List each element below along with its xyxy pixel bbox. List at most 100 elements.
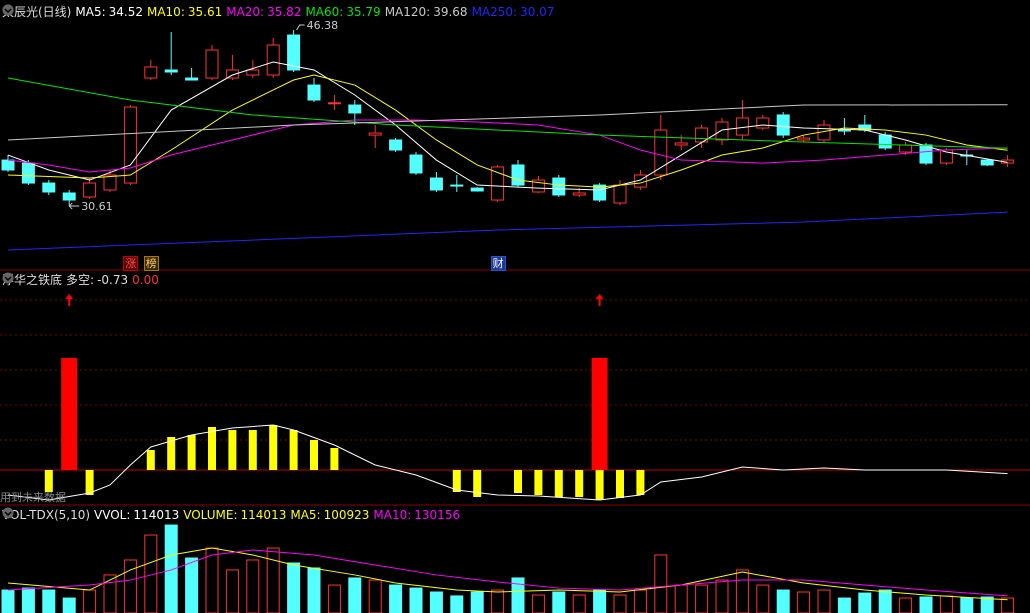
volume-bar	[429, 591, 443, 613]
trend-bar	[146, 450, 155, 470]
candle-body	[429, 177, 443, 191]
panel-icon[interactable]	[2, 272, 14, 284]
volume-bar	[674, 584, 688, 613]
legend-value: 35.82	[267, 5, 302, 19]
candle-body	[491, 166, 505, 201]
legend-value: 130156	[414, 508, 461, 522]
legend-name: MA5:	[290, 508, 321, 522]
trend-bar	[269, 425, 278, 470]
trend-bar	[310, 440, 318, 470]
trend-bar	[473, 470, 482, 497]
trend-bar	[534, 470, 543, 495]
volume-bar	[409, 587, 423, 613]
panel-icon[interactable]	[2, 507, 14, 519]
volume-bar	[613, 594, 627, 613]
candle-body	[797, 137, 811, 141]
candle-body	[511, 164, 525, 186]
volume-bar	[695, 584, 709, 613]
candle-body	[266, 44, 280, 76]
ma-line	[7, 211, 1008, 251]
signal-arrow	[65, 294, 74, 306]
max-label: 46.38	[307, 19, 339, 32]
volume-bar	[368, 579, 382, 613]
indicator-value: 0.00	[132, 273, 159, 287]
candle-body	[776, 114, 790, 136]
candle-body	[654, 129, 668, 176]
volume-bar	[83, 589, 97, 613]
candle-body	[144, 66, 158, 79]
volume-bar	[939, 595, 953, 613]
volume-bar	[470, 591, 484, 613]
candle-body	[409, 154, 423, 174]
panel-title: 浮华之铁底	[2, 273, 63, 287]
volume-bar	[246, 559, 260, 613]
volume-bar	[858, 592, 872, 613]
signal-bar	[61, 358, 78, 470]
legend-name: MA10:	[373, 508, 412, 522]
candle-body	[878, 134, 892, 149]
candle-body	[368, 132, 382, 136]
ma-line	[7, 77, 1008, 149]
panel-title: 太辰光(日线)	[2, 5, 72, 19]
candle-body	[205, 49, 219, 79]
indicator-header: 浮华之铁底 多空: -0.73 0.00	[2, 272, 163, 288]
legend-value: 34.52	[108, 5, 143, 19]
event-marker[interactable]: 财	[490, 256, 506, 271]
trend-bar	[575, 470, 584, 497]
volume-bar	[21, 587, 35, 613]
candle-body	[1, 159, 15, 171]
legend-name: MA5:	[75, 5, 106, 19]
candle-body	[899, 144, 913, 153]
candle-body	[123, 106, 137, 184]
volume-bar	[756, 584, 770, 613]
event-marker[interactable]: 榜	[143, 256, 159, 271]
signal-bar	[591, 358, 608, 470]
ma-line	[7, 61, 1008, 191]
legend-value: 35.61	[187, 5, 223, 19]
candle-body	[83, 182, 97, 198]
event-marker[interactable]: 涨	[123, 256, 139, 271]
candle-body	[470, 187, 484, 192]
trend-bar	[248, 430, 257, 470]
legend-value: 39.68	[433, 5, 468, 19]
volume-bar	[593, 589, 607, 613]
legend-name: MA60:	[305, 5, 344, 19]
candle-body	[552, 177, 566, 196]
signal-arrow	[595, 294, 604, 306]
candle-body	[919, 144, 933, 164]
trend-bar	[228, 430, 237, 470]
panel-icon[interactable]	[2, 4, 14, 16]
volume-bar	[62, 597, 76, 613]
volume-bar	[797, 591, 811, 613]
volume-bar	[817, 589, 831, 613]
note: 用到未来数据	[0, 491, 66, 504]
legend-value: 114013	[133, 508, 180, 522]
candle-body	[715, 121, 729, 141]
dotted-guides	[0, 299, 1030, 441]
trend-bar	[452, 470, 461, 492]
trend-bar	[289, 430, 298, 470]
indicator-value: -0.73	[97, 273, 129, 287]
candle-body	[613, 184, 627, 204]
annotation-pointer	[68, 202, 80, 210]
trend-line	[7, 424, 1008, 501]
trend-bar	[85, 470, 94, 495]
volume-bar	[776, 589, 790, 613]
volume-bar	[878, 589, 892, 613]
volume-bar	[1001, 597, 1015, 613]
volume-bar	[1, 589, 15, 613]
volume-bar	[899, 597, 913, 613]
volume-bar	[450, 595, 464, 613]
candle-body	[21, 162, 35, 184]
volume-bar	[42, 589, 56, 613]
ma-line	[7, 74, 1008, 188]
volume-bar	[348, 577, 362, 613]
min-label: 30.61	[81, 200, 113, 213]
candle-body	[837, 129, 851, 132]
volume-bar	[633, 589, 647, 613]
volume-bar	[735, 569, 749, 613]
trend-bar	[208, 427, 216, 470]
candle-body	[42, 182, 56, 193]
